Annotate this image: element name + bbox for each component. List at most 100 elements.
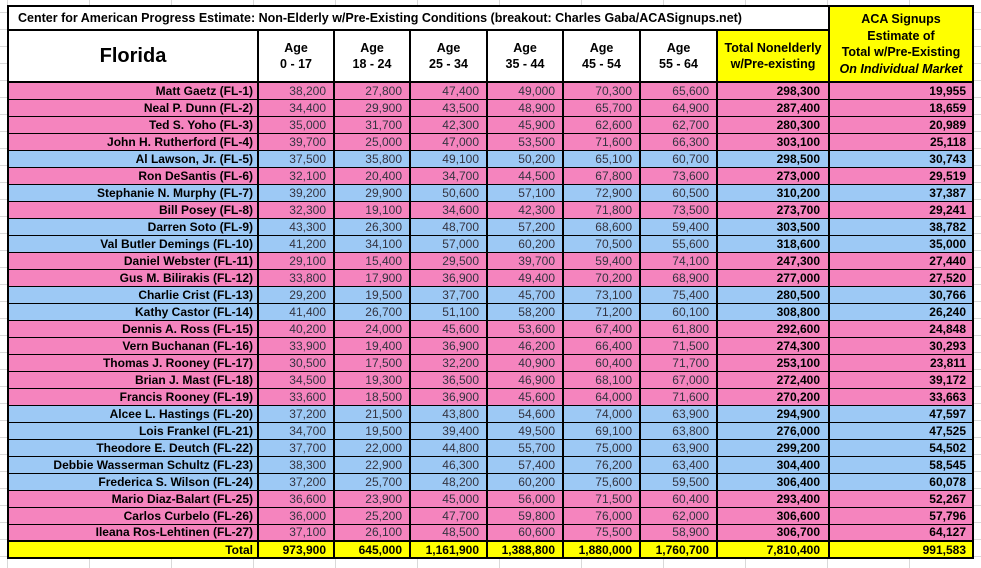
age-value-cell-4[interactable]: 67,400 — [562, 319, 641, 338]
age-value-cell-3[interactable]: 46,200 — [486, 336, 564, 355]
age-value-cell-1[interactable]: 19,500 — [333, 421, 411, 440]
aca-estimate-cell[interactable]: 26,240 — [828, 302, 974, 321]
age-value-cell-3[interactable]: 59,800 — [486, 506, 564, 525]
district-name-cell[interactable]: Francis Rooney (FL-19) — [7, 387, 259, 406]
age-value-cell-5[interactable]: 63,400 — [639, 455, 718, 474]
age-value-cell-3[interactable]: 45,700 — [486, 285, 564, 304]
age-value-cell-2[interactable]: 37,700 — [409, 285, 488, 304]
age-value-cell-4[interactable]: 60,400 — [562, 353, 641, 372]
district-name-cell[interactable]: Alcee L. Hastings (FL-20) — [7, 404, 259, 423]
total-nonelderly-cell[interactable]: 306,600 — [716, 506, 830, 525]
total-nonelderly-cell[interactable]: 276,000 — [716, 421, 830, 440]
district-name-cell[interactable]: Debbie Wasserman Schultz (FL-23) — [7, 455, 259, 474]
age-value-cell-1[interactable]: 25,700 — [333, 472, 411, 491]
age-value-cell-5[interactable]: 61,800 — [639, 319, 718, 338]
district-name-cell[interactable]: Neal P. Dunn (FL-2) — [7, 98, 259, 117]
total-nonelderly-cell[interactable]: 292,600 — [716, 319, 830, 338]
district-name-cell[interactable]: Thomas J. Rooney (FL-17) — [7, 353, 259, 372]
age-value-cell-0[interactable]: 37,200 — [257, 472, 335, 491]
age-value-cell-1[interactable]: 29,900 — [333, 183, 411, 202]
aca-estimate-cell[interactable]: 19,955 — [828, 81, 974, 100]
age-value-cell-4[interactable]: 72,900 — [562, 183, 641, 202]
total-row-label[interactable]: Total — [7, 540, 259, 559]
age-value-cell-4[interactable]: 65,700 — [562, 98, 641, 117]
total-age-value-cell-1[interactable]: 645,000 — [333, 540, 411, 559]
age-value-cell-4[interactable]: 71,600 — [562, 132, 641, 151]
total-nonelderly-cell[interactable]: 287,400 — [716, 98, 830, 117]
age-value-cell-2[interactable]: 34,700 — [409, 166, 488, 185]
age-value-cell-0[interactable]: 37,500 — [257, 149, 335, 168]
aca-estimate-cell[interactable]: 57,796 — [828, 506, 974, 525]
age-value-cell-1[interactable]: 19,300 — [333, 370, 411, 389]
age-value-cell-0[interactable]: 39,200 — [257, 183, 335, 202]
age-value-cell-5[interactable]: 63,900 — [639, 404, 718, 423]
district-name-cell[interactable]: Vern Buchanan (FL-16) — [7, 336, 259, 355]
aca-estimate-cell[interactable]: 33,663 — [828, 387, 974, 406]
district-name-cell[interactable]: John H. Rutherford (FL-4) — [7, 132, 259, 151]
age-value-cell-4[interactable]: 75,500 — [562, 523, 641, 542]
age-value-cell-1[interactable]: 31,700 — [333, 115, 411, 134]
district-name-cell[interactable]: Frederica S. Wilson (FL-24) — [7, 472, 259, 491]
age-value-cell-0[interactable]: 37,100 — [257, 523, 335, 542]
age-value-cell-0[interactable]: 34,400 — [257, 98, 335, 117]
aca-estimate-cell[interactable]: 52,267 — [828, 489, 974, 508]
district-name-cell[interactable]: Matt Gaetz (FL-1) — [7, 81, 259, 100]
age-value-cell-1[interactable]: 17,500 — [333, 353, 411, 372]
age-value-cell-5[interactable]: 67,000 — [639, 370, 718, 389]
age-value-cell-4[interactable]: 71,800 — [562, 200, 641, 219]
age-value-cell-3[interactable]: 45,900 — [486, 115, 564, 134]
total-nonelderly-column-header[interactable]: Total Nonelderly w/Pre-existing — [716, 29, 830, 83]
age-value-cell-3[interactable]: 42,300 — [486, 200, 564, 219]
age-value-cell-5[interactable]: 59,500 — [639, 472, 718, 491]
aca-estimate-cell[interactable]: 27,440 — [828, 251, 974, 270]
age-value-cell-5[interactable]: 71,500 — [639, 336, 718, 355]
age-value-cell-5[interactable]: 55,600 — [639, 234, 718, 253]
aca-estimate-cell[interactable]: 18,659 — [828, 98, 974, 117]
age-value-cell-1[interactable]: 23,900 — [333, 489, 411, 508]
age-value-cell-4[interactable]: 67,800 — [562, 166, 641, 185]
total-nonelderly-cell[interactable]: 310,200 — [716, 183, 830, 202]
total-nonelderly-cell[interactable]: 308,800 — [716, 302, 830, 321]
aca-estimate-cell[interactable]: 47,525 — [828, 421, 974, 440]
age-value-cell-0[interactable]: 29,100 — [257, 251, 335, 270]
aca-estimate-cell[interactable]: 54,502 — [828, 438, 974, 457]
age-value-cell-5[interactable]: 71,600 — [639, 387, 718, 406]
aca-estimate-cell[interactable]: 23,811 — [828, 353, 974, 372]
age-value-cell-2[interactable]: 49,100 — [409, 149, 488, 168]
age-value-cell-1[interactable]: 26,700 — [333, 302, 411, 321]
district-name-cell[interactable]: Ileana Ros-Lehtinen (FL-27) — [7, 523, 259, 542]
district-name-cell[interactable]: Kathy Castor (FL-14) — [7, 302, 259, 321]
age-value-cell-0[interactable]: 33,600 — [257, 387, 335, 406]
age-value-cell-1[interactable]: 17,900 — [333, 268, 411, 287]
age-value-cell-0[interactable]: 37,700 — [257, 438, 335, 457]
district-name-cell[interactable]: Brian J. Mast (FL-18) — [7, 370, 259, 389]
table-title[interactable]: Center for American Progress Estimate: N… — [7, 5, 830, 31]
total-nonelderly-cell[interactable]: 280,500 — [716, 285, 830, 304]
district-name-cell[interactable]: Theodore E. Deutch (FL-22) — [7, 438, 259, 457]
age-value-cell-5[interactable]: 64,900 — [639, 98, 718, 117]
age-value-cell-3[interactable]: 53,600 — [486, 319, 564, 338]
age-value-cell-5[interactable]: 71,700 — [639, 353, 718, 372]
age-header-25-34[interactable]: Age 25 - 34 — [409, 29, 488, 83]
age-value-cell-2[interactable]: 34,600 — [409, 200, 488, 219]
aca-estimate-cell[interactable]: 24,848 — [828, 319, 974, 338]
total-age-value-cell-2[interactable]: 1,161,900 — [409, 540, 488, 559]
age-value-cell-5[interactable]: 65,600 — [639, 81, 718, 100]
age-value-cell-5[interactable]: 60,700 — [639, 149, 718, 168]
age-value-cell-0[interactable]: 38,300 — [257, 455, 335, 474]
district-name-cell[interactable]: Charlie Crist (FL-13) — [7, 285, 259, 304]
aca-estimate-cell[interactable]: 30,766 — [828, 285, 974, 304]
age-value-cell-5[interactable]: 74,100 — [639, 251, 718, 270]
age-value-cell-5[interactable]: 60,500 — [639, 183, 718, 202]
age-value-cell-0[interactable]: 33,800 — [257, 268, 335, 287]
age-value-cell-3[interactable]: 60,600 — [486, 523, 564, 542]
age-value-cell-2[interactable]: 46,300 — [409, 455, 488, 474]
district-name-cell[interactable]: Stephanie N. Murphy (FL-7) — [7, 183, 259, 202]
age-value-cell-3[interactable]: 57,100 — [486, 183, 564, 202]
age-value-cell-3[interactable]: 39,700 — [486, 251, 564, 270]
age-value-cell-4[interactable]: 62,600 — [562, 115, 641, 134]
age-value-cell-0[interactable]: 34,500 — [257, 370, 335, 389]
age-value-cell-1[interactable]: 19,500 — [333, 285, 411, 304]
total-nonelderly-cell[interactable]: 274,300 — [716, 336, 830, 355]
age-value-cell-5[interactable]: 63,900 — [639, 438, 718, 457]
